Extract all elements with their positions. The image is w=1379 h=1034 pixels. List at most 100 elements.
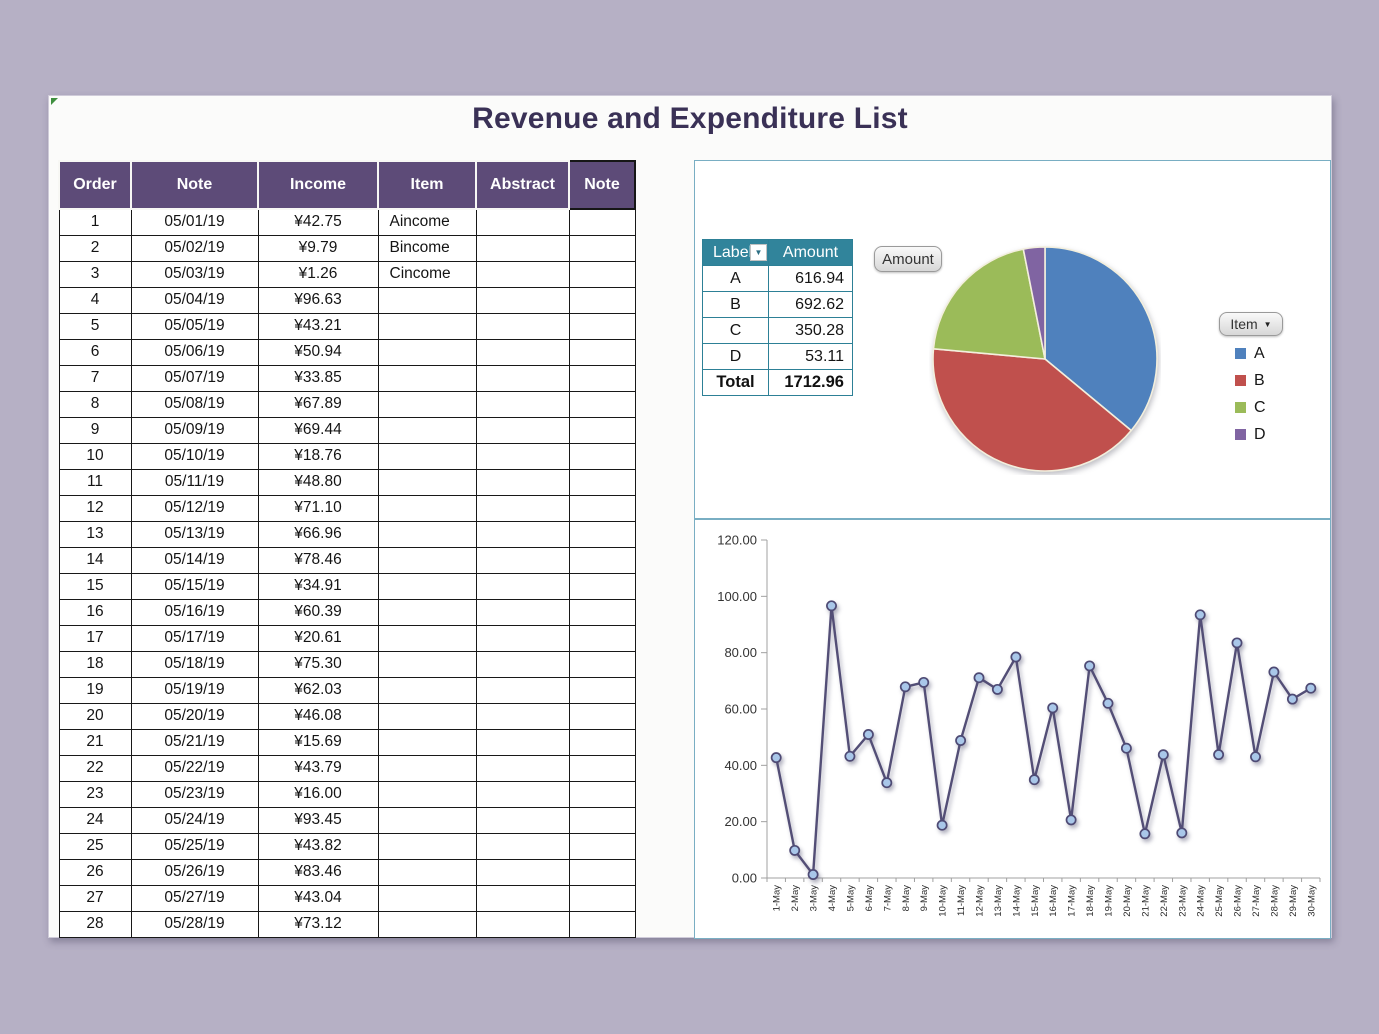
order-cell[interactable]: 10 [58, 442, 132, 470]
data-point-marker[interactable] [1194, 609, 1206, 621]
column-header-note[interactable]: Note [568, 160, 636, 210]
abstract-cell[interactable] [475, 364, 570, 392]
income-cell[interactable]: ¥43.21 [257, 312, 379, 340]
note-date-cell[interactable]: 05/07/19 [130, 364, 259, 392]
data-point-marker[interactable] [1120, 742, 1132, 754]
order-cell[interactable]: 2 [58, 234, 132, 262]
pivot-label-cell[interactable]: D [702, 343, 769, 370]
abstract-cell[interactable] [475, 910, 570, 938]
income-cell[interactable]: ¥43.79 [257, 754, 379, 782]
data-point-marker[interactable] [936, 819, 948, 831]
abstract-cell[interactable] [475, 442, 570, 470]
column-header-note-date[interactable]: Note [130, 160, 259, 210]
pivot-amount-cell[interactable]: 616.94 [768, 265, 853, 292]
data-point-marker[interactable] [789, 844, 801, 856]
note-date-cell[interactable]: 05/04/19 [130, 286, 259, 314]
income-cell[interactable]: ¥42.75 [257, 208, 379, 236]
data-point-marker[interactable] [1139, 828, 1151, 840]
abstract-cell[interactable] [475, 650, 570, 678]
note-date-cell[interactable]: 05/21/19 [130, 728, 259, 756]
note-cell[interactable] [568, 416, 636, 444]
note-cell[interactable] [568, 442, 636, 470]
order-cell[interactable]: 28 [58, 910, 132, 938]
income-cell[interactable]: ¥33.85 [257, 364, 379, 392]
item-cell[interactable] [377, 806, 477, 834]
abstract-cell[interactable] [475, 676, 570, 704]
data-point-marker[interactable] [1213, 749, 1225, 761]
abstract-cell[interactable] [475, 234, 570, 262]
item-cell[interactable] [377, 520, 477, 548]
amount-field-button[interactable]: Amount [874, 246, 942, 272]
note-cell[interactable] [568, 364, 636, 392]
abstract-cell[interactable] [475, 832, 570, 860]
income-cell[interactable]: ¥43.04 [257, 884, 379, 912]
column-header-abstract[interactable]: Abstract [475, 160, 570, 210]
item-cell[interactable] [377, 416, 477, 444]
column-header-item[interactable]: Item [377, 160, 477, 210]
note-date-cell[interactable]: 05/05/19 [130, 312, 259, 340]
order-cell[interactable]: 8 [58, 390, 132, 418]
data-point-marker[interactable] [1157, 749, 1169, 761]
income-cell[interactable]: ¥18.76 [257, 442, 379, 470]
income-cell[interactable]: ¥60.39 [257, 598, 379, 626]
item-cell[interactable] [377, 858, 477, 886]
item-filter-button[interactable]: Item ▼ [1219, 312, 1283, 336]
data-point-marker[interactable] [1250, 751, 1261, 763]
item-cell[interactable] [377, 832, 477, 860]
item-cell[interactable] [377, 546, 477, 574]
data-point-marker[interactable] [807, 869, 819, 880]
income-cell[interactable]: ¥9.79 [257, 234, 379, 262]
item-cell[interactable] [377, 364, 477, 392]
note-cell[interactable] [568, 676, 636, 704]
note-date-cell[interactable]: 05/14/19 [130, 546, 259, 574]
abstract-cell[interactable] [475, 494, 570, 522]
item-cell[interactable] [377, 390, 477, 418]
income-cell[interactable]: ¥78.46 [257, 546, 379, 574]
item-cell[interactable] [377, 598, 477, 626]
order-cell[interactable]: 17 [58, 624, 132, 652]
abstract-cell[interactable] [475, 286, 570, 314]
note-cell[interactable] [568, 884, 636, 912]
item-cell[interactable] [377, 442, 477, 470]
note-cell[interactable] [568, 390, 636, 418]
note-cell[interactable] [568, 546, 636, 574]
item-cell[interactable] [377, 624, 477, 652]
note-cell[interactable] [568, 702, 636, 730]
abstract-cell[interactable] [475, 390, 570, 418]
order-cell[interactable]: 25 [58, 832, 132, 860]
note-cell[interactable] [568, 468, 636, 496]
order-cell[interactable]: 14 [58, 546, 132, 574]
income-cell[interactable]: ¥71.10 [257, 494, 379, 522]
abstract-cell[interactable] [475, 520, 570, 548]
order-cell[interactable]: 13 [58, 520, 132, 548]
abstract-cell[interactable] [475, 312, 570, 340]
column-header-order[interactable]: Order [58, 160, 132, 210]
note-date-cell[interactable]: 05/13/19 [130, 520, 259, 548]
order-cell[interactable]: 23 [58, 780, 132, 808]
order-cell[interactable]: 27 [58, 884, 132, 912]
data-point-marker[interactable] [1286, 693, 1298, 705]
note-cell[interactable] [568, 208, 636, 236]
pie-slice-b[interactable] [932, 347, 1133, 472]
note-cell[interactable] [568, 520, 636, 548]
item-cell[interactable] [377, 494, 477, 522]
note-cell[interactable] [568, 858, 636, 886]
data-point-marker[interactable] [770, 752, 782, 764]
data-point-marker[interactable] [1102, 697, 1114, 709]
pivot-label-cell[interactable]: C [702, 317, 769, 344]
income-cell[interactable]: ¥48.80 [257, 468, 379, 496]
order-cell[interactable]: 20 [58, 702, 132, 730]
filter-dropdown-icon[interactable]: ▼ [750, 244, 767, 261]
data-point-marker[interactable] [973, 672, 985, 684]
abstract-cell[interactable] [475, 858, 570, 886]
data-point-marker[interactable] [881, 777, 893, 789]
note-date-cell[interactable]: 05/25/19 [130, 832, 259, 860]
note-date-cell[interactable]: 05/09/19 [130, 416, 259, 444]
note-date-cell[interactable]: 05/10/19 [130, 442, 259, 470]
abstract-cell[interactable] [475, 260, 570, 288]
income-cell[interactable]: ¥67.89 [257, 390, 379, 418]
abstract-cell[interactable] [475, 598, 570, 626]
data-point-marker[interactable] [1028, 774, 1040, 786]
note-date-cell[interactable]: 05/02/19 [130, 234, 259, 262]
data-point-marker[interactable] [862, 729, 874, 740]
